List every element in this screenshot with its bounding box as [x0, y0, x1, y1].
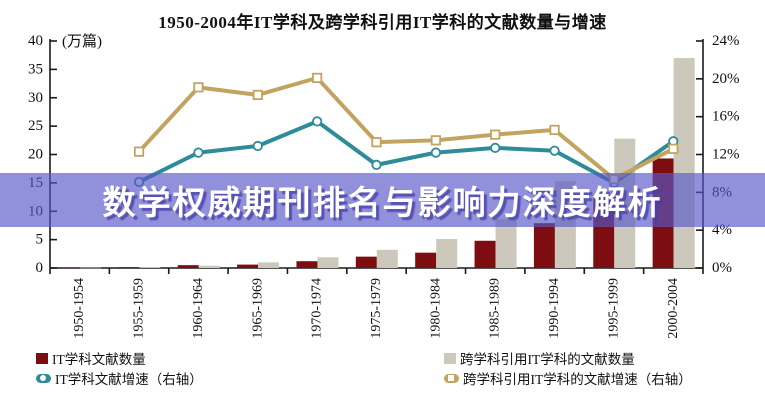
legend-swatch-square: [36, 352, 48, 364]
it-papers-bar: [355, 256, 377, 268]
legend-item: IT学科文献数量: [36, 349, 444, 367]
headline-banner-text: 数学权威期刊排名与影响力深度解析: [102, 184, 663, 221]
it-growth-point: [193, 147, 204, 158]
it-papers-bar: [177, 265, 199, 268]
legend-swatch-line-marker: [36, 373, 51, 383]
y-right-tick-label: 20%: [712, 71, 740, 87]
x-category-label: 1965-1969: [250, 278, 265, 339]
y-right-tick-label: 16%: [712, 109, 740, 125]
y-left-tick-label: 35: [28, 61, 43, 77]
square-marker-icon: [448, 375, 454, 381]
cross-papers-bar: [376, 249, 398, 268]
x-category-label: 1995-1999: [606, 278, 621, 339]
x-category-label: 1985-1989: [488, 278, 503, 339]
legend-item: 跨学科引用IT学科的文献数量: [444, 349, 751, 367]
left-axis-unit: (万篇): [62, 32, 102, 50]
cross-papers-bar: [673, 58, 695, 269]
x-category-label: 1970-1974: [310, 278, 325, 339]
y-left-tick-label: 5: [36, 232, 44, 248]
headline-banner: 数学权威期刊排名与影响力深度解析: [0, 173, 765, 227]
it-growth-point: [549, 145, 560, 156]
y-left-tick-label: 40: [28, 33, 43, 49]
it-papers-bar: [118, 267, 140, 268]
legend-label: IT学科文献增速（右轴）: [55, 372, 203, 387]
cross-papers-bar: [80, 267, 101, 269]
cross-growth-line: [137, 75, 675, 182]
y-left-tick-label: 20: [28, 147, 43, 163]
legend-item: IT学科文献增速（右轴）: [36, 369, 444, 387]
y-right-tick-label: 12%: [712, 147, 740, 163]
circle-marker-icon: [40, 375, 46, 381]
x-category-label: 1960-1964: [191, 278, 206, 339]
cross-papers-bar: [198, 265, 220, 268]
legend-label: 跨学科引用IT学科的文献数量: [460, 352, 635, 367]
it-growth-point: [252, 140, 263, 152]
cross-papers-bar: [436, 239, 458, 268]
legend-label: IT学科文献数量: [52, 352, 146, 367]
legend-item: 跨学科引用IT学科的文献增速（右轴）: [444, 369, 751, 387]
cross-growth-point: [549, 124, 560, 136]
chart-legend: IT学科文献数量 跨学科引用IT学科的文献数量 IT学科文献增速（右轴） 跨学科引用I…: [36, 349, 751, 387]
it-papers-bar: [474, 240, 496, 268]
cross-growth-point: [312, 72, 323, 83]
x-category-label: 1950-1954: [72, 278, 87, 339]
cross-growth-point: [193, 82, 204, 93]
it-growth-line: [138, 119, 675, 185]
cross-growth-point: [490, 129, 501, 140]
cross-growth-point: [430, 135, 441, 146]
y-right-tick-label: 24%: [712, 33, 740, 49]
cross-papers-bar: [258, 262, 280, 268]
cross-growth-point: [371, 137, 382, 148]
cross-papers-bar: [495, 219, 517, 268]
x-category-label: 1980-1984: [428, 278, 443, 339]
y-right-tick-label: 0%: [712, 260, 732, 276]
it-papers-bar: [237, 264, 259, 268]
cross-growth-point: [252, 89, 263, 101]
y-left-tick-label: 0: [36, 260, 44, 276]
it-growth-point: [430, 147, 441, 158]
it-papers-bar: [59, 267, 80, 269]
it-papers-bar: [533, 223, 555, 268]
cross-growth-point: [668, 143, 679, 154]
chart-title: 1950-2004年IT学科及跨学科引用IT学科的文献数量与增速: [158, 13, 607, 32]
legend-swatch-square: [444, 352, 456, 364]
it-growth-point: [312, 116, 323, 127]
y-left-tick-label: 30: [28, 90, 43, 106]
x-category-label: 1975-1979: [369, 278, 384, 339]
it-growth-point: [490, 142, 501, 153]
cross-growth-point: [133, 146, 145, 157]
it-papers-bar: [415, 252, 437, 268]
it-papers-bar: [296, 261, 318, 268]
x-category-label: 2000-2004: [666, 278, 681, 339]
y-left-tick-label: 25: [28, 118, 43, 134]
x-category-label: 1990-1994: [547, 278, 562, 339]
legend-label: 跨学科引用IT学科的文献增速（右轴）: [463, 372, 692, 387]
legend-swatch-line-marker: [444, 373, 459, 383]
x-category-label: 1955-1959: [132, 278, 147, 339]
it-growth-point: [371, 159, 382, 171]
cross-papers-bar: [317, 257, 339, 268]
cross-papers-bar: [139, 267, 161, 268]
